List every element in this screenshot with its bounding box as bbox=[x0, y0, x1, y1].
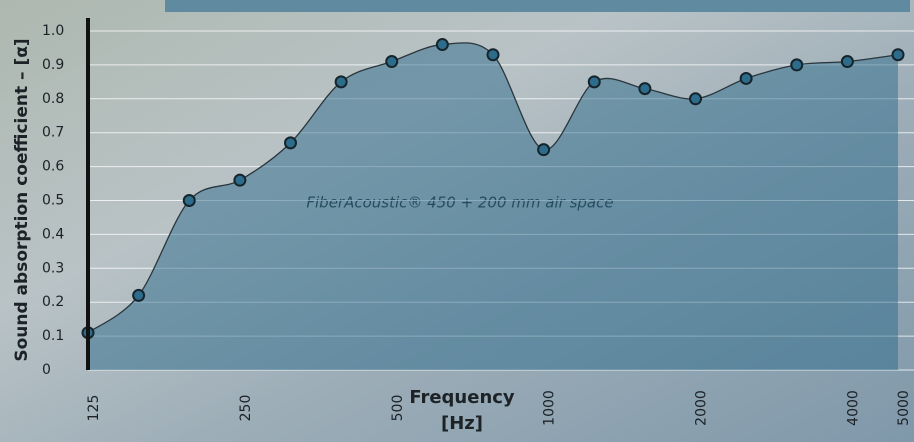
x-axis-label: Frequency bbox=[409, 387, 515, 408]
data-point bbox=[840, 55, 854, 69]
y-tick-label: 0.7 bbox=[42, 125, 64, 141]
data-point bbox=[891, 48, 905, 62]
x-tick-label: 2000 bbox=[694, 390, 710, 426]
y-tick-label: 0.1 bbox=[42, 328, 64, 344]
x-tick-label: 4000 bbox=[845, 390, 861, 426]
data-point bbox=[284, 136, 297, 150]
y-tick-label: 0.5 bbox=[42, 193, 64, 209]
y-tick-label: 0.3 bbox=[42, 260, 64, 276]
data-point bbox=[739, 71, 753, 85]
y-tick-label: 0.2 bbox=[42, 294, 64, 310]
data-point bbox=[182, 194, 196, 207]
x-axis-label: [Hz] bbox=[441, 413, 483, 434]
y-tick-label: 0.8 bbox=[42, 91, 64, 107]
x-tick-label: 5000 bbox=[896, 390, 912, 426]
x-tick-label: 1000 bbox=[542, 390, 558, 426]
data-point bbox=[689, 92, 702, 106]
x-tick-label: 500 bbox=[390, 395, 406, 422]
top-banner bbox=[165, 0, 910, 12]
y-tick-label: 0.6 bbox=[42, 159, 64, 175]
data-point bbox=[334, 75, 348, 89]
y-axis-label: Sound absorption coefficient – [α] bbox=[12, 38, 32, 361]
y-tick-label: 0 bbox=[42, 362, 51, 378]
y-tick-label: 0.9 bbox=[42, 57, 64, 73]
data-point bbox=[537, 143, 551, 157]
data-point bbox=[638, 82, 652, 96]
data-point bbox=[132, 288, 146, 302]
data-point bbox=[790, 58, 804, 72]
data-point bbox=[385, 55, 399, 69]
x-tick-label: 250 bbox=[238, 395, 254, 422]
x-tick-label: 125 bbox=[86, 395, 102, 422]
data-point bbox=[486, 48, 500, 62]
data-point bbox=[587, 75, 601, 89]
y-tick-label: 0.4 bbox=[42, 226, 64, 242]
y-tick-label: 1.0 bbox=[42, 23, 64, 39]
data-point bbox=[233, 173, 247, 187]
area-fill bbox=[88, 42, 898, 371]
data-point bbox=[435, 38, 449, 52]
